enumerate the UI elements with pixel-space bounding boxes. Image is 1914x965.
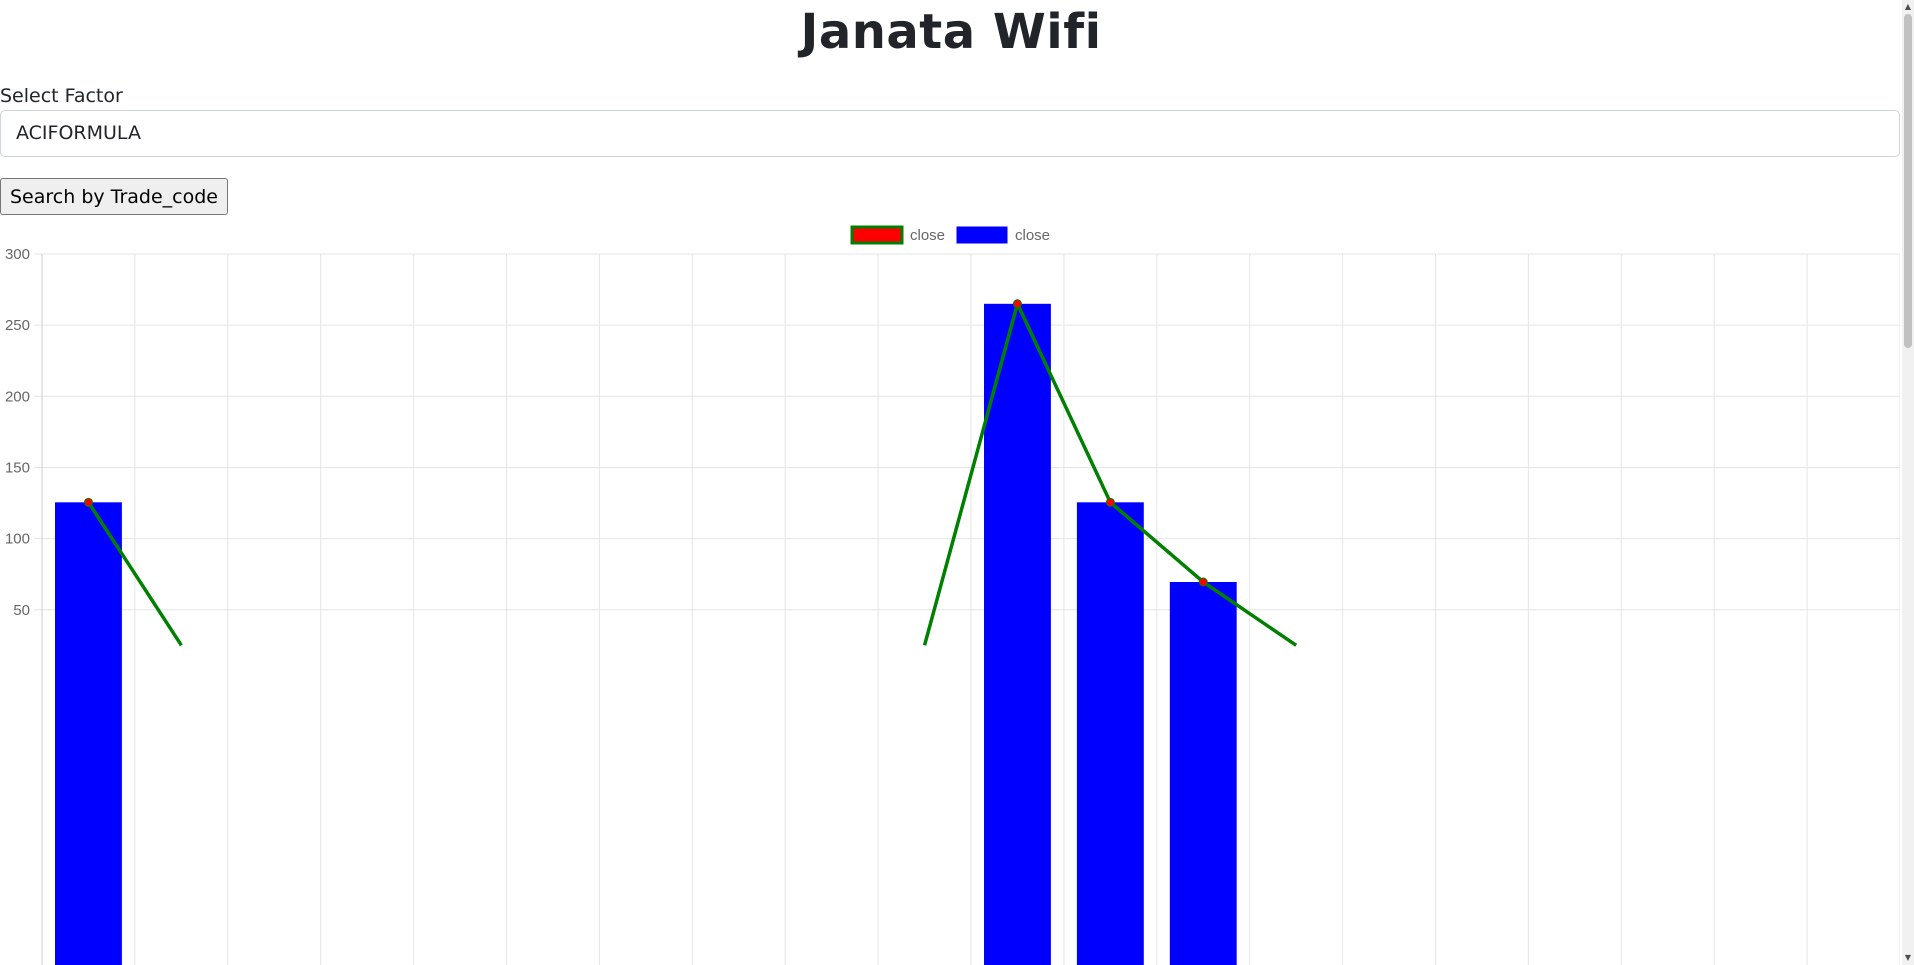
y-tick-label: 250 — [5, 317, 30, 334]
y-tick-label: 150 — [5, 459, 30, 476]
y-tick-label: 50 — [13, 602, 30, 619]
legend-swatch-2 — [956, 226, 1008, 244]
bar-close — [1169, 582, 1237, 965]
scroll-down-arrow-icon[interactable]: ▼ — [1904, 953, 1912, 962]
bar-close — [55, 502, 122, 965]
factor-select[interactable]: ACIFORMULA — [0, 110, 1900, 157]
point-close — [1105, 497, 1115, 507]
line-close — [86, 501, 183, 647]
legend-label-1: close — [910, 227, 945, 244]
point-close — [1012, 299, 1022, 309]
page-title: Janata Wifi — [800, 4, 1102, 60]
point-close — [83, 497, 93, 507]
scroll-up-arrow-icon[interactable]: ▲ — [1904, 2, 1912, 11]
bar-close — [984, 303, 1051, 965]
y-tick-label: 100 — [5, 531, 30, 548]
select-factor-label: Select Factor — [0, 85, 123, 107]
vertical-scrollbar[interactable]: ▲ ▼ — [1902, 0, 1914, 965]
bar-close — [1076, 502, 1144, 965]
scrollbar-thumb[interactable] — [1904, 14, 1912, 348]
y-tick-label: 200 — [5, 388, 30, 405]
search-by-trade-code-button[interactable]: Search by Trade_code — [0, 178, 228, 215]
y-tick-label: 300 — [5, 246, 30, 263]
legend-swatch-1 — [850, 225, 904, 245]
point-close — [1198, 577, 1208, 587]
legend-label-2: close — [1015, 227, 1050, 244]
